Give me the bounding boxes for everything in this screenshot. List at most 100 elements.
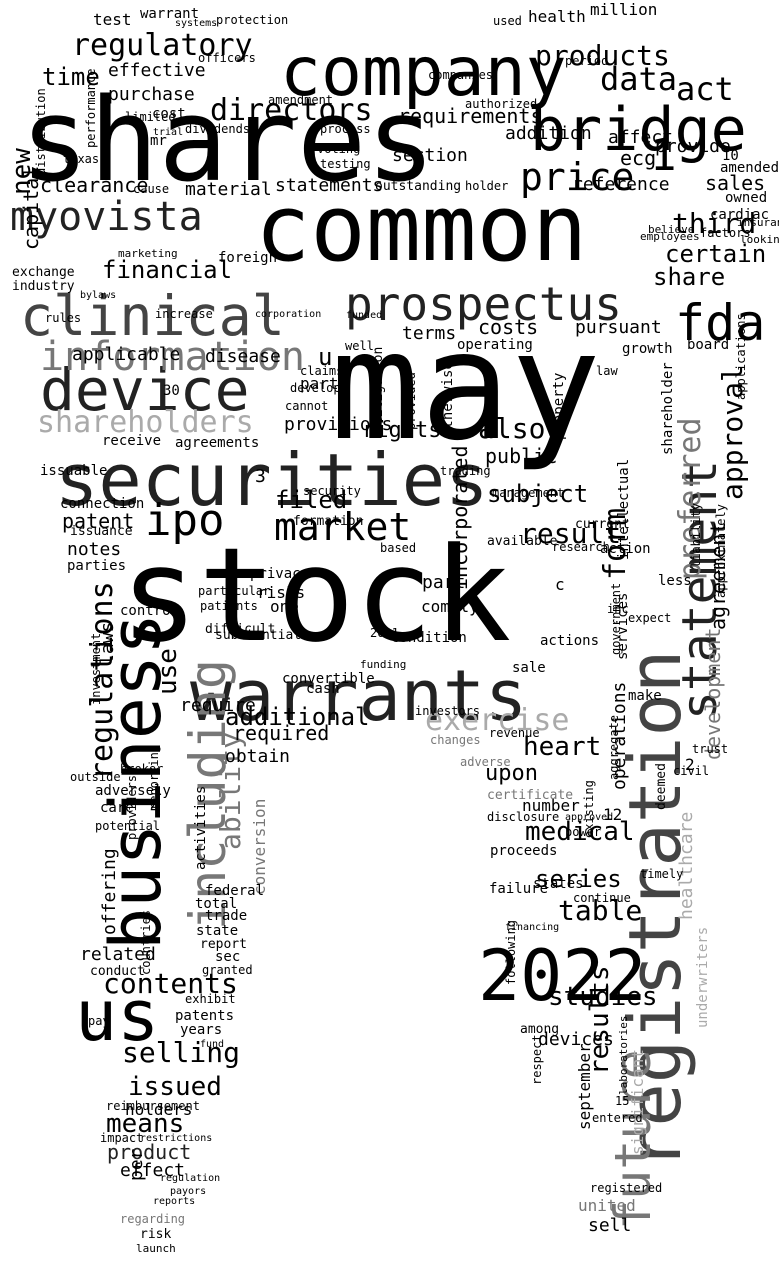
cloud-word: costs <box>478 315 538 339</box>
cloud-word: shares <box>20 74 435 208</box>
cloud-word: market <box>274 505 411 549</box>
cloud-word: disease <box>205 346 281 367</box>
cloud-word: regulatory <box>72 28 253 63</box>
cloud-word: provisions <box>284 414 392 435</box>
cloud-word: federal <box>205 883 264 899</box>
cloud-word: formation <box>293 514 363 529</box>
cloud-word: public <box>485 444 557 468</box>
cloud-word: issuable <box>40 463 107 479</box>
cloud-word: material <box>185 179 272 200</box>
cloud-word: operations <box>609 682 630 790</box>
cloud-word: heart <box>523 732 601 762</box>
cloud-word: trading <box>440 464 491 478</box>
cloud-word: based <box>380 541 416 555</box>
cloud-word: less <box>658 573 692 589</box>
cloud-word: potential <box>95 819 160 833</box>
cloud-word: statements <box>275 175 383 196</box>
cloud-word: patents <box>175 1008 234 1024</box>
cloud-word: per <box>126 1148 147 1181</box>
cloud-word: addition <box>505 123 592 144</box>
cloud-word: difficult <box>205 622 275 637</box>
cloud-word: share <box>653 263 725 291</box>
cloud-word: texas <box>63 152 99 166</box>
cloud-word: authorized <box>465 97 537 111</box>
cloud-word: laws <box>97 622 118 665</box>
cloud-word: risks <box>257 583 305 602</box>
cloud-word: registration <box>613 650 697 1170</box>
cloud-word: 1 <box>650 130 677 181</box>
cloud-word: employees <box>640 230 700 243</box>
cloud-word: devices <box>538 1029 614 1050</box>
cloud-word: holders <box>125 1100 192 1119</box>
cloud-word: development <box>701 628 725 760</box>
cloud-word: purchase <box>108 84 195 105</box>
cloud-word: issuance <box>70 524 133 539</box>
cloud-word: existing <box>582 780 596 838</box>
cloud-word: total <box>195 896 237 912</box>
cloud-word: information <box>40 334 305 380</box>
cloud-word: significant <box>628 1049 647 1155</box>
cloud-word: device <box>40 356 250 424</box>
cloud-word: 30 <box>163 383 180 399</box>
cloud-word: conversion <box>250 799 269 895</box>
cloud-word: test <box>93 10 132 29</box>
cloud-word: pay <box>88 1014 110 1028</box>
cloud-word: activities <box>193 786 209 870</box>
cloud-word: pursuant <box>575 317 662 338</box>
cloud-word: cannot <box>285 399 328 413</box>
cloud-word: 10 <box>722 148 739 164</box>
cloud-word: investors <box>415 704 480 718</box>
cloud-word: looking <box>740 233 779 246</box>
cloud-word: 15 <box>615 1094 629 1108</box>
cloud-word: prospectus <box>345 277 622 331</box>
cloud-word: regulation <box>160 1173 220 1184</box>
cloud-word: cash <box>306 681 340 697</box>
cloud-word: states <box>533 876 584 892</box>
cloud-word: companies <box>428 68 493 82</box>
cloud-word: section <box>392 145 468 166</box>
cloud-word: time <box>42 63 100 91</box>
cloud-word: approved <box>565 812 613 823</box>
cloud-word: performance <box>84 69 98 148</box>
cloud-word: applications <box>734 313 748 400</box>
cloud-word: obtain <box>225 746 290 767</box>
cloud-word: bylaws <box>80 290 116 301</box>
cloud-word: cardiac <box>710 207 769 223</box>
cloud-word: including <box>179 659 237 930</box>
cloud-word: registered <box>590 1181 662 1195</box>
cloud-word: certain <box>665 240 766 268</box>
cloud-word: corporation <box>255 309 321 320</box>
cloud-word: law <box>596 364 618 378</box>
cloud-word: particular <box>198 584 270 598</box>
cloud-word: increase <box>155 307 213 321</box>
cloud-word: broker <box>120 762 163 776</box>
cloud-word: holder <box>465 179 508 193</box>
cloud-word: years <box>180 1022 222 1038</box>
cloud-word: exercise <box>425 703 570 738</box>
cloud-word: payors <box>170 1186 206 1197</box>
cloud-word: subject <box>487 480 588 508</box>
cloud-word: proceeds <box>490 843 557 859</box>
cloud-word: require <box>180 695 256 716</box>
cloud-word: well <box>345 339 374 353</box>
cloud-word: warrant <box>140 6 199 22</box>
cloud-word: incorporated <box>448 446 472 591</box>
cloud-word: sale <box>512 660 546 676</box>
cloud-word: believe <box>648 223 694 236</box>
cloud-word: revenue <box>489 726 540 740</box>
cloud-word: failure <box>489 881 548 897</box>
cloud-word: additional <box>225 703 370 731</box>
cloud-word: comply <box>421 597 479 616</box>
cloud-word: capital <box>19 166 43 250</box>
cloud-word: cost <box>152 106 186 122</box>
cloud-word: ecg <box>620 146 656 170</box>
cloud-word: product <box>107 1140 191 1164</box>
cloud-word: rights <box>362 418 441 443</box>
cloud-word: among <box>520 1022 559 1037</box>
cloud-word: protection <box>216 13 288 27</box>
cloud-word: government <box>609 583 623 655</box>
cloud-word: third <box>672 207 756 240</box>
cloud-word: restrictions <box>140 1133 212 1144</box>
cloud-word: also <box>478 412 545 445</box>
cloud-word: impact <box>100 1131 143 1145</box>
